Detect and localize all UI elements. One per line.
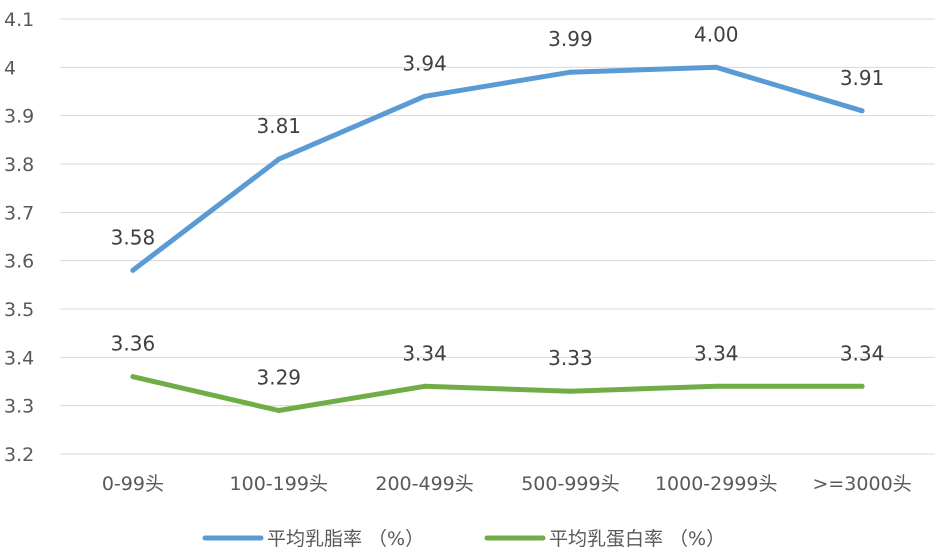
x-tick-label: 500-999头 (521, 473, 619, 495)
x-tick-label: >=3000头 (812, 473, 911, 495)
data-label: 3.36 (111, 332, 156, 356)
data-label: 3.81 (256, 114, 301, 138)
series-line-1 (130, 374, 865, 413)
data-label: 3.94 (402, 51, 447, 75)
x-tick-label: 1000-2999头 (655, 473, 778, 495)
y-tick-label: 3.3 (4, 396, 34, 418)
data-label: 3.34 (402, 341, 447, 365)
data-point (422, 93, 428, 99)
data-point (130, 374, 136, 380)
data-point (567, 69, 573, 75)
data-point (859, 108, 865, 114)
x-tick-label: 200-499头 (375, 473, 473, 495)
data-point (130, 267, 136, 273)
y-tick-label: 3.9 (4, 106, 34, 128)
data-label: 3.34 (840, 341, 885, 365)
series-lines (130, 64, 865, 413)
data-label: 3.58 (111, 225, 156, 249)
data-point (859, 383, 865, 389)
x-axis-tick-labels: 0-99头 100-199头 200-499头 500-999头 1000-2999头 >… (102, 473, 912, 495)
legend: 平均乳脂率 （%） 平均乳蛋白率 （%） (202, 528, 725, 550)
data-labels: 3.58 3.81 3.94 3.99 4.00 3.91 3.36 3.29 3.34 3.33… (111, 22, 885, 389)
data-point (567, 388, 573, 394)
data-label: 3.34 (694, 341, 739, 365)
y-tick-label: 3.5 (4, 299, 34, 321)
y-tick-label: 3.8 (4, 154, 34, 176)
data-point (276, 156, 282, 162)
data-point (713, 64, 719, 70)
data-point (422, 383, 428, 389)
y-tick-label: 4.1 (4, 9, 34, 31)
data-label: 3.29 (256, 366, 301, 390)
y-tick-label: 3.7 (4, 202, 34, 224)
data-point (276, 408, 282, 413)
series-line-0 (130, 64, 865, 273)
y-tick-label: 3.2 (4, 444, 34, 466)
legend-label: 平均乳蛋白率 （%） (549, 528, 725, 550)
y-tick-label: 3.4 (4, 347, 34, 369)
y-tick-label: 4 (4, 57, 16, 79)
x-tick-label: 0-99头 (102, 473, 164, 495)
y-tick-label: 3.6 (4, 251, 34, 273)
data-label: 4.00 (694, 22, 739, 46)
data-label: 3.99 (548, 27, 593, 51)
legend-label: 平均乳脂率 （%） (267, 528, 424, 550)
x-tick-label: 100-199头 (230, 473, 328, 495)
data-label: 3.91 (840, 66, 885, 90)
data-label: 3.33 (548, 346, 593, 370)
data-point (713, 383, 719, 389)
y-axis-tick-labels: 3.2 3.3 3.4 3.5 3.6 3.7 3.8 3.9 4 4.1 (4, 9, 34, 466)
